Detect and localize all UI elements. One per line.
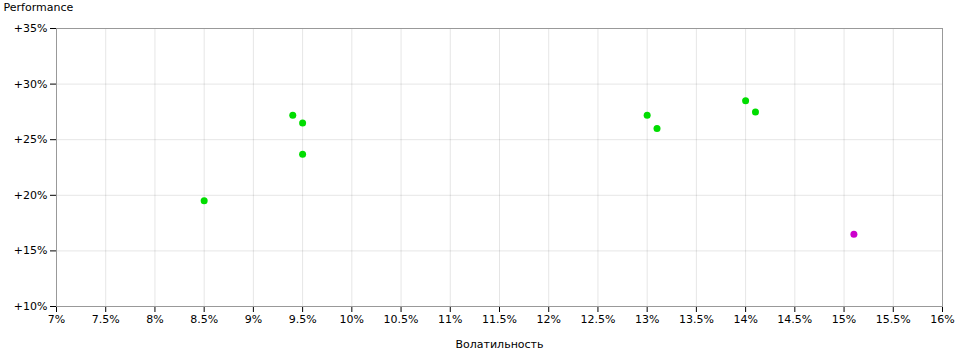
svg-text:13.5%: 13.5% [679,313,714,326]
svg-text:10%: 10% [340,313,364,326]
svg-text:14.5%: 14.5% [777,313,812,326]
svg-text:+35%: +35% [14,22,48,35]
svg-text:10.5%: 10.5% [384,313,419,326]
svg-text:16%: 16% [930,313,954,326]
svg-text:7%: 7% [48,313,65,326]
svg-text:+30%: +30% [14,78,48,91]
svg-text:15.5%: 15.5% [876,313,911,326]
svg-text:14%: 14% [733,313,757,326]
svg-text:12.5%: 12.5% [580,313,615,326]
svg-text:15%: 15% [832,313,856,326]
svg-text:Волатильность: Волатильность [456,338,544,350]
svg-text:Performance: Performance [4,1,74,14]
svg-text:+15%: +15% [14,244,48,257]
svg-text:8%: 8% [146,313,163,326]
svg-text:11%: 11% [438,313,462,326]
svg-text:9.5%: 9.5% [289,313,317,326]
svg-text:+10%: +10% [14,300,48,313]
svg-text:11.5%: 11.5% [482,313,517,326]
svg-text:7.5%: 7.5% [92,313,120,326]
svg-text:+25%: +25% [14,133,48,146]
svg-text:+20%: +20% [14,189,48,202]
svg-text:13%: 13% [635,313,659,326]
svg-text:12%: 12% [536,313,560,326]
svg-text:9%: 9% [245,313,262,326]
svg-text:8.5%: 8.5% [190,313,218,326]
